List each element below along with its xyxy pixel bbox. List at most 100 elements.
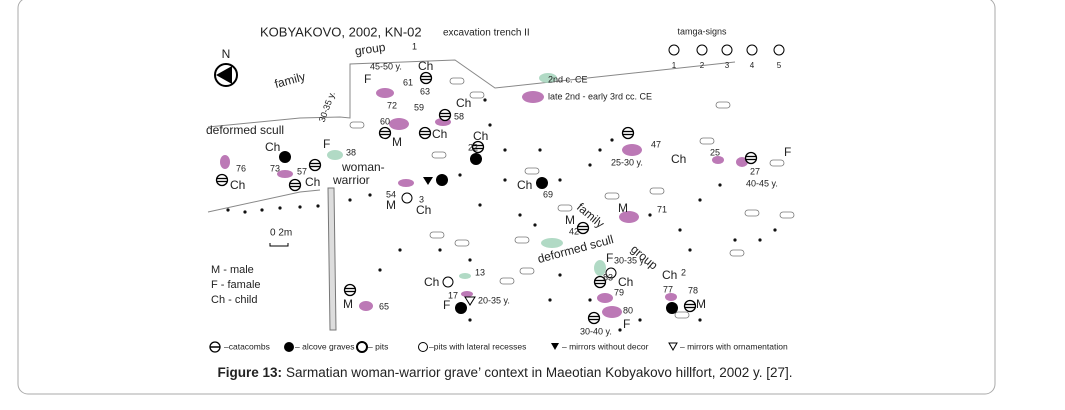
skeleton-outline [431, 151, 447, 159]
pit [418, 342, 428, 352]
catacomb-symbol [744, 151, 758, 165]
date-legend-label: 2nd c. CE [548, 74, 588, 84]
dot [483, 98, 487, 102]
key-label: M - male [211, 264, 254, 276]
map-label: 79 [614, 287, 624, 297]
tamga-number: 4 [750, 61, 755, 70]
dot [588, 163, 592, 167]
map-label: M [392, 135, 402, 149]
map-label: 40-45 y. [746, 178, 778, 188]
grave [539, 73, 557, 83]
catacomb-symbol [343, 283, 357, 297]
tamga-number: 3 [725, 61, 730, 70]
grave [594, 260, 606, 276]
dot [618, 328, 622, 332]
grave [277, 170, 293, 178]
map-label: F [443, 298, 450, 312]
key-label: Ch - child [211, 294, 257, 306]
map-label: Ch [618, 275, 633, 289]
map-label: Ch [662, 268, 677, 282]
skeleton-outline [524, 167, 540, 175]
map-area [205, 20, 808, 356]
grave [398, 179, 414, 187]
grave [712, 156, 724, 164]
key-label: F - famale [211, 279, 261, 291]
dot [348, 198, 352, 202]
dot [588, 298, 592, 302]
dot [438, 248, 442, 252]
map-subtitle: excavation trench II [443, 28, 530, 39]
map-label: deformed scull [206, 123, 284, 137]
map-label: Ch [517, 178, 532, 192]
catacomb-symbol [378, 126, 392, 140]
tamga-sign [668, 44, 680, 56]
date-legend-label: late 2nd - early 3rd cc. CE [548, 91, 652, 101]
pit [442, 276, 454, 288]
caption-label: Figure 13: [217, 365, 282, 380]
symbol-legend-label: – pits [368, 341, 388, 351]
map-label: 38 [346, 147, 356, 157]
dot [503, 178, 507, 182]
skeleton-outline [469, 91, 485, 99]
north-label: N [222, 47, 231, 61]
dot [698, 318, 702, 322]
skeleton-outline [674, 311, 690, 319]
tamga-sign [721, 44, 733, 56]
map-label: 78 [688, 285, 698, 295]
grave [327, 150, 343, 160]
map-label: 72 [387, 100, 397, 110]
dot [458, 173, 462, 177]
dot [548, 298, 552, 302]
skeleton-outline [429, 231, 445, 239]
mirror-plain [423, 177, 433, 185]
map-label: F [784, 145, 791, 159]
grave [522, 91, 544, 103]
caption: Figure 13: Sarmatian woman-warrior grave’… [217, 365, 792, 380]
dot [226, 208, 230, 212]
map-label: 17 [448, 290, 458, 300]
dot [638, 318, 642, 322]
map-label: 83 [603, 272, 613, 282]
tamga-number: 1 [672, 61, 677, 70]
map-label: Ch [432, 127, 447, 141]
map-label: 60 [380, 116, 390, 126]
tamga-sign [696, 44, 708, 56]
map-label: Ch [456, 96, 471, 110]
skeleton-outline [649, 187, 665, 195]
grave [389, 118, 409, 130]
dot [558, 178, 562, 182]
trench-outline [207, 59, 736, 128]
map-label: 25 [710, 147, 720, 157]
alcove-grave [279, 151, 291, 163]
dot [243, 210, 247, 214]
dot [533, 223, 537, 227]
catacomb-symbol [288, 178, 302, 192]
map-label: 27 [750, 166, 760, 176]
map-label: 47 [651, 139, 661, 149]
alcove-grave [470, 153, 482, 165]
dot [610, 138, 614, 142]
dot [648, 213, 652, 217]
dot [488, 123, 492, 127]
grave [597, 293, 613, 303]
dot [558, 273, 562, 277]
skeleton-outline [729, 249, 745, 257]
map-label: 1 [412, 41, 417, 51]
caption-text: Sarmatian woman-warrior grave’ context i… [286, 365, 793, 380]
grave [461, 291, 473, 297]
map-label: 71 [657, 204, 667, 214]
map-label: group [354, 40, 387, 58]
skeleton-outline [519, 267, 535, 275]
map-label: 61 [403, 77, 413, 87]
map-label: Ch [424, 275, 439, 289]
grave [541, 238, 563, 248]
map-label: 30-35 y. [614, 255, 646, 265]
map-label: 3 [419, 194, 424, 204]
map-label: 63 [420, 86, 430, 96]
wall [327, 187, 337, 331]
tamga-number: 2 [700, 61, 705, 70]
grave [619, 211, 639, 223]
skeleton-outline [744, 209, 760, 217]
map-label: M [696, 297, 706, 311]
